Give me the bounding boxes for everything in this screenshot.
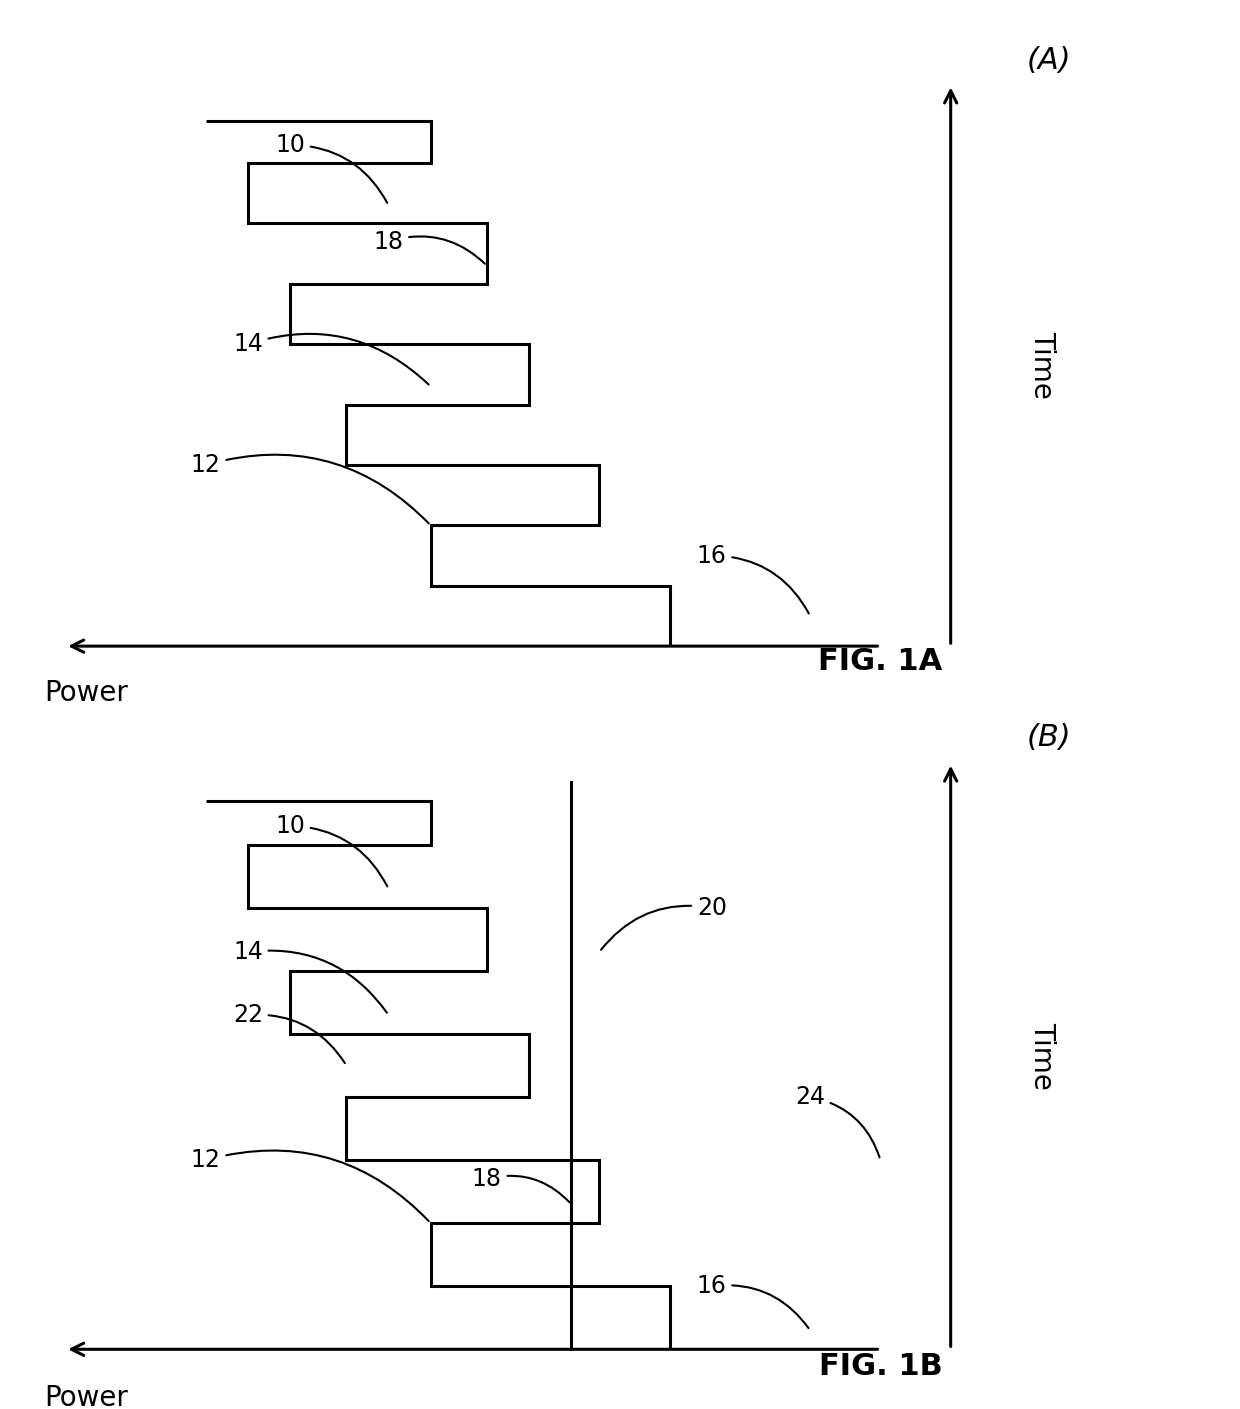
Text: (A): (A) bbox=[1027, 46, 1071, 75]
Text: 18: 18 bbox=[472, 1167, 569, 1202]
Text: 16: 16 bbox=[697, 544, 808, 613]
Text: Time: Time bbox=[1028, 1022, 1056, 1091]
Text: FIG. 1A: FIG. 1A bbox=[818, 647, 942, 676]
Text: 22: 22 bbox=[233, 1003, 345, 1064]
Text: (B): (B) bbox=[1027, 723, 1071, 752]
Text: 12: 12 bbox=[191, 452, 429, 523]
Text: 10: 10 bbox=[275, 814, 387, 886]
Text: FIG. 1B: FIG. 1B bbox=[818, 1351, 942, 1381]
Text: Power: Power bbox=[45, 679, 128, 707]
Text: 18: 18 bbox=[373, 230, 485, 263]
Text: 16: 16 bbox=[697, 1274, 808, 1329]
Text: Power: Power bbox=[45, 1384, 128, 1409]
Text: 20: 20 bbox=[601, 896, 727, 950]
Text: 10: 10 bbox=[275, 132, 387, 203]
Text: Time: Time bbox=[1028, 331, 1056, 399]
Text: 14: 14 bbox=[233, 940, 387, 1013]
Text: 12: 12 bbox=[191, 1148, 429, 1222]
Text: 14: 14 bbox=[233, 333, 429, 385]
Text: 24: 24 bbox=[795, 1085, 879, 1157]
